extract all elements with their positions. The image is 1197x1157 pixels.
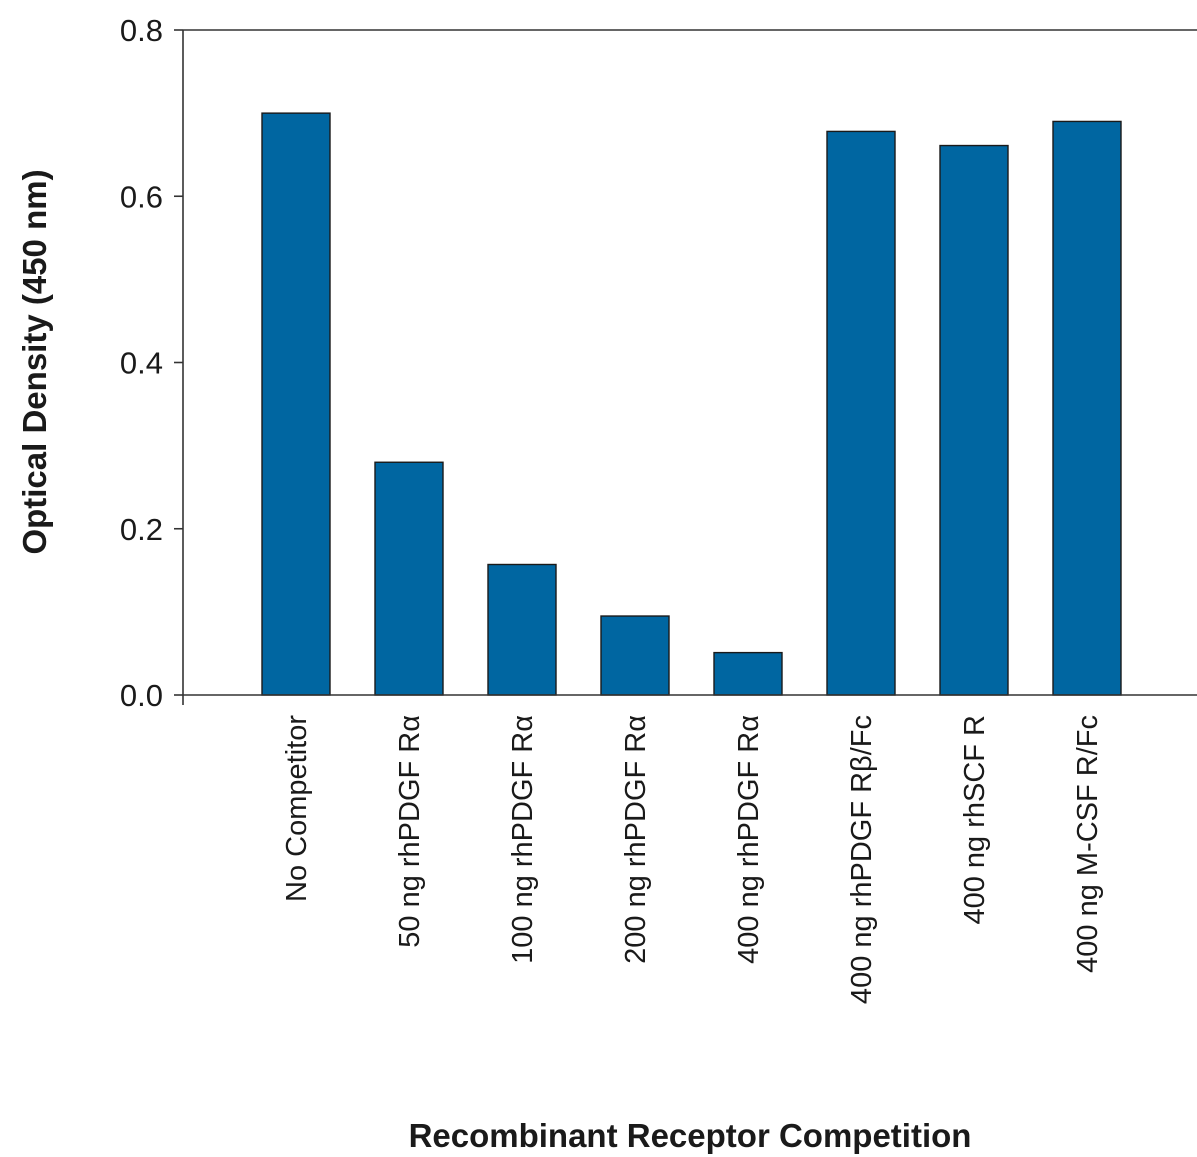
bar	[713, 651, 783, 696]
x-axis-title: Recombinant Receptor Competition	[409, 1117, 972, 1154]
x-category-label: 400 ng rhPDGF Rβ/Fc	[846, 715, 878, 1004]
bars-layer	[261, 112, 1122, 696]
y-tick-label: 0.2	[120, 512, 163, 547]
y-ticks-layer: 0.0 0.2 0.4 0.6 0.8	[120, 13, 183, 713]
x-category-label: 200 ng rhPDGF Rα	[620, 715, 652, 964]
x-category-label: 400 ng M-CSF R/Fc	[1072, 715, 1104, 973]
bar	[1052, 120, 1122, 696]
bar	[600, 615, 670, 696]
x-category-label: 400 ng rhSCF R	[959, 715, 991, 925]
bar	[826, 130, 896, 696]
x-category-label: 400 ng rhPDGF Rα	[733, 715, 765, 964]
y-tick-label: 0.0	[120, 678, 163, 713]
x-category-label: No Competitor	[281, 715, 313, 902]
bar	[261, 112, 331, 696]
bar	[374, 461, 444, 696]
bar	[939, 144, 1009, 696]
x-category-label: 100 ng rhPDGF Rα	[507, 715, 539, 964]
x-category-label: 50 ng rhPDGF Rα	[394, 715, 426, 948]
bar	[487, 563, 557, 696]
y-tick-label: 0.8	[120, 13, 163, 48]
y-tick-label: 0.6	[120, 179, 163, 214]
x-labels-layer: No Competitor 50 ng rhPDGF Rα 100 ng rhPDG…	[182, 695, 1104, 1004]
y-tick-label: 0.4	[120, 346, 163, 381]
y-axis-title: Optical Density (450 nm)	[16, 169, 53, 554]
axes-layer	[182, 29, 1197, 696]
